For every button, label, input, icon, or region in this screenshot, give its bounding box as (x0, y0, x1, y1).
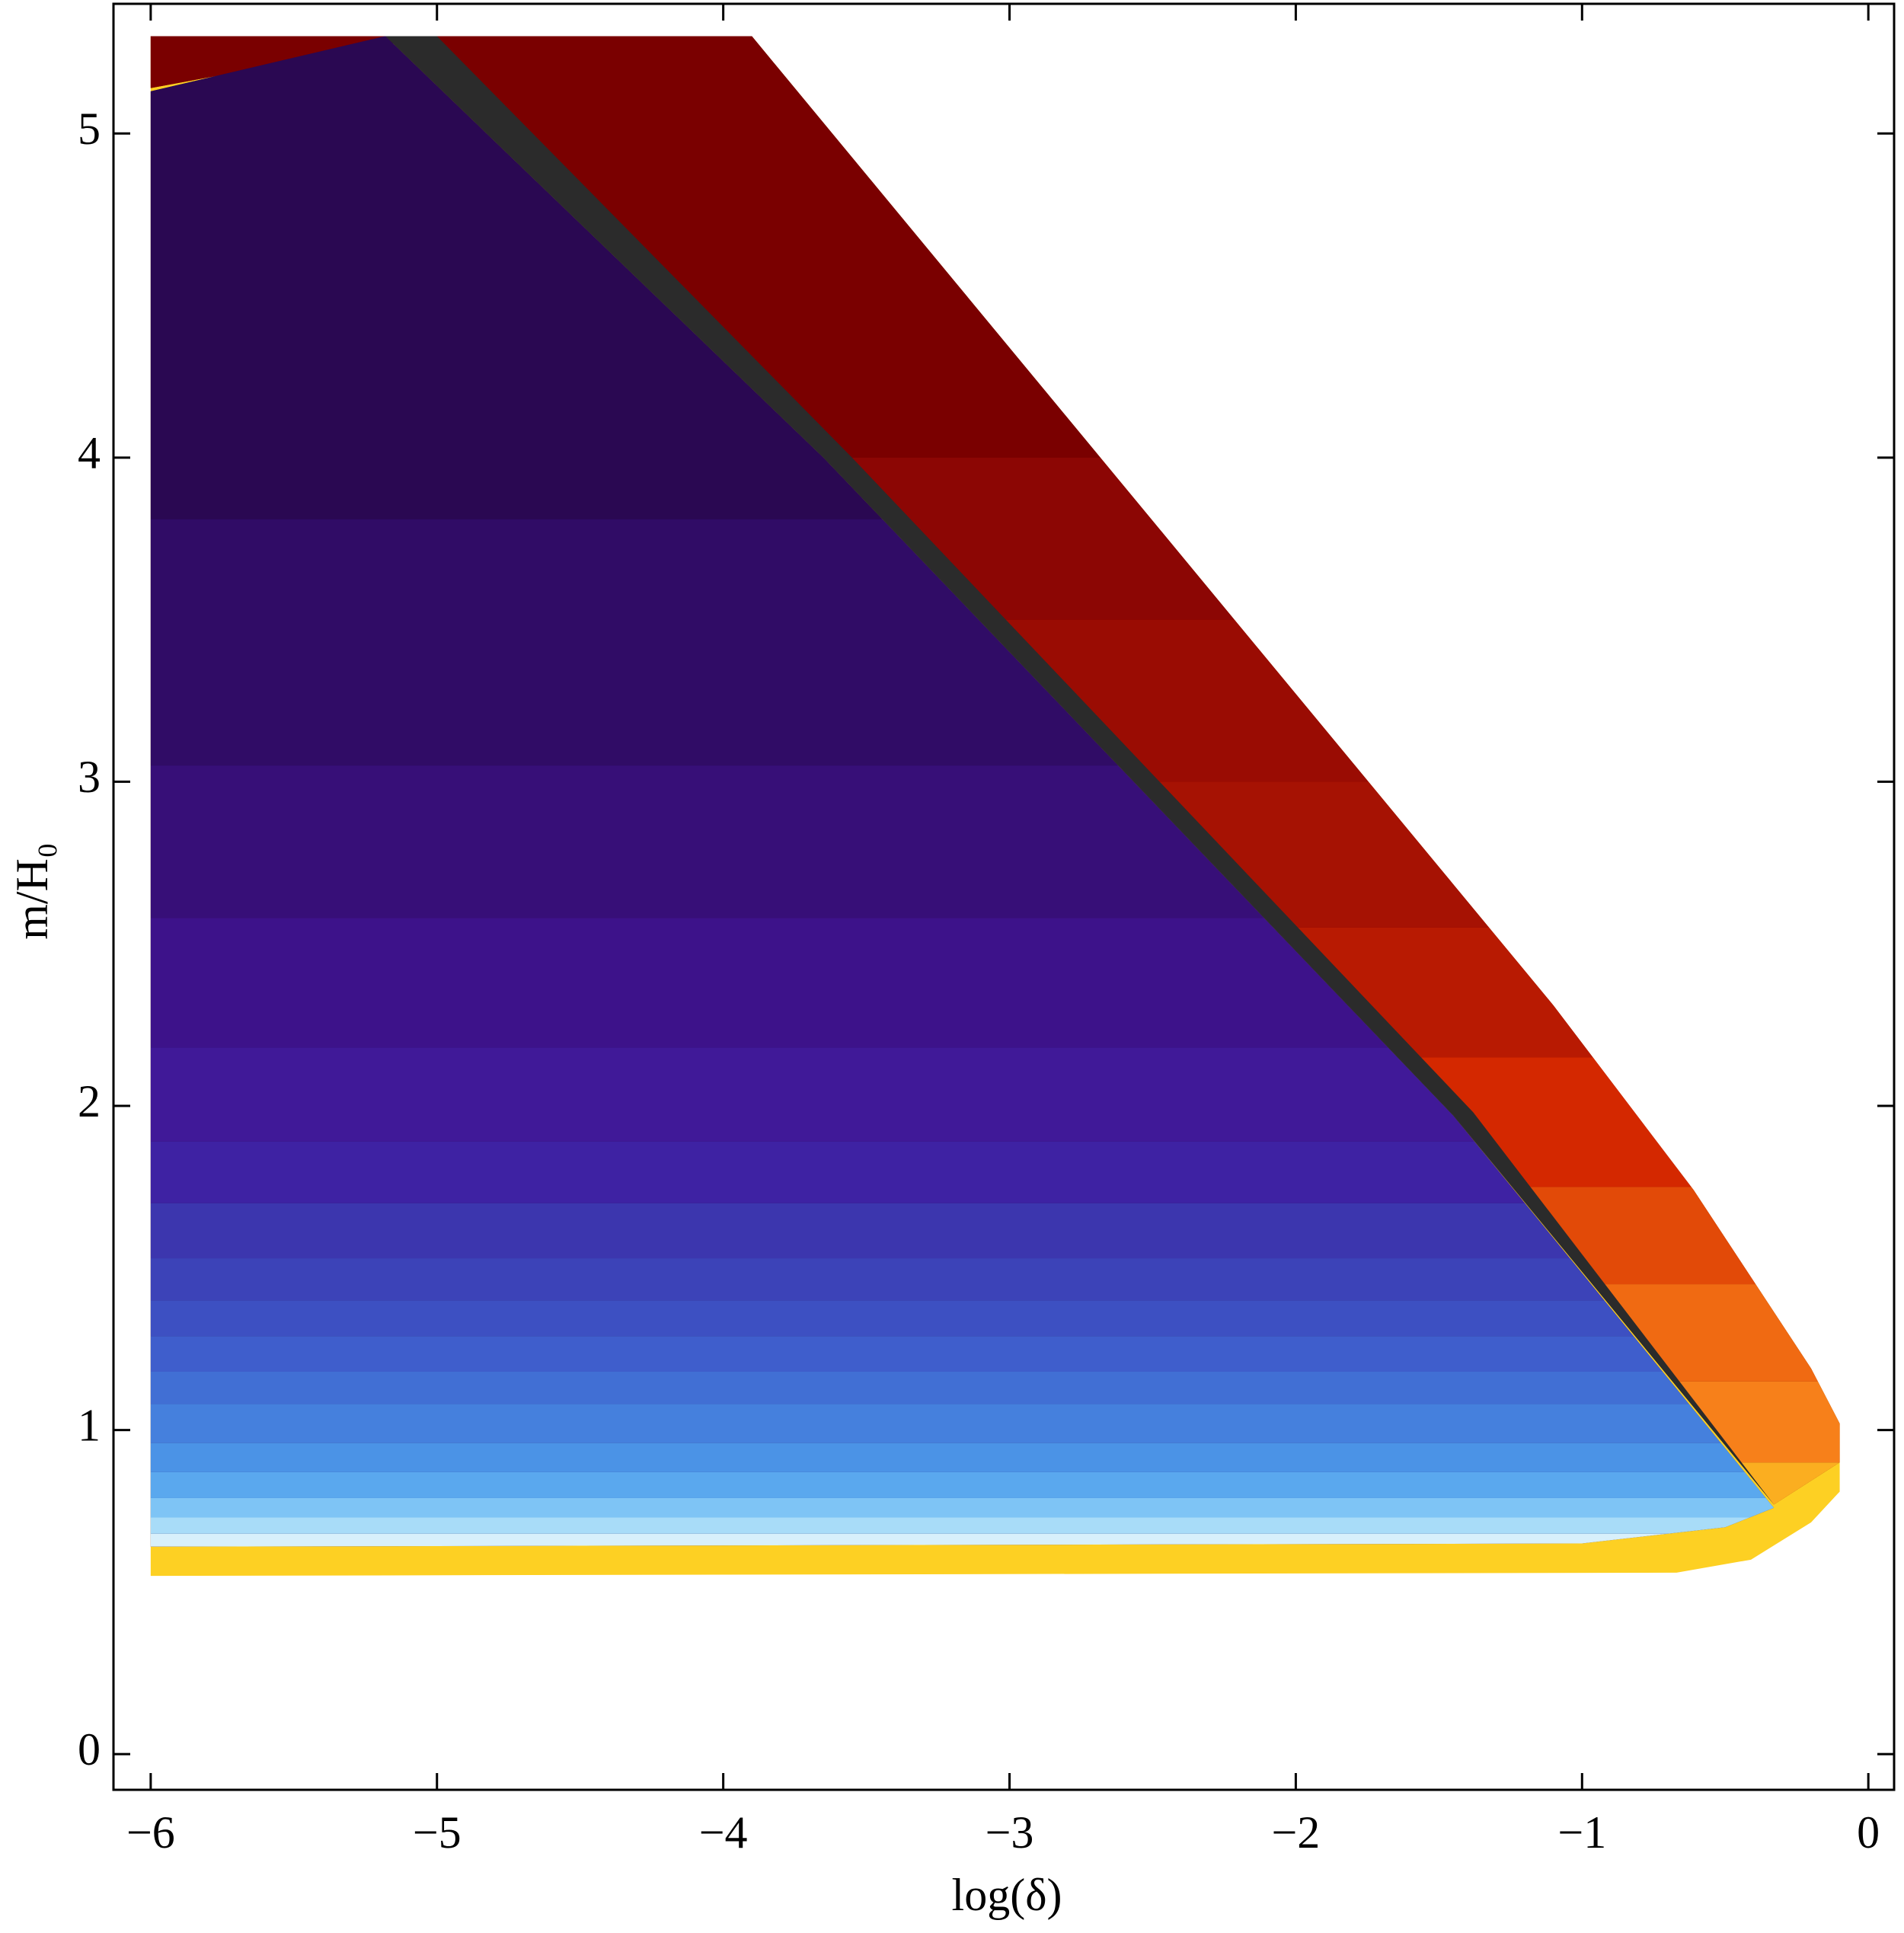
x-tick-label: −1 (1557, 1807, 1606, 1858)
contour-band (150, 1258, 1775, 1301)
y-tick-label: 1 (78, 1400, 101, 1450)
contour-band (150, 1517, 1775, 1534)
y-tick-label: 3 (78, 752, 101, 802)
x-tick-label: −6 (126, 1807, 175, 1858)
contour-band (150, 1533, 1775, 1547)
plot-frame (112, 2, 1896, 1791)
contour-band (150, 1203, 1775, 1259)
x-tick-label: −2 (1271, 1807, 1320, 1858)
contour-band (150, 1497, 1775, 1518)
y-tick-label: 0 (78, 1724, 101, 1775)
contour-band (150, 1336, 1775, 1372)
y-tick-label: 4 (78, 428, 101, 478)
y-axis-label: m/H₀ (7, 842, 57, 940)
contour-band (150, 1371, 1775, 1404)
contour-band (150, 765, 1775, 919)
x-tick-label: −5 (413, 1807, 462, 1858)
y-tick-label: 2 (78, 1076, 101, 1126)
contour-band (150, 1404, 1775, 1443)
y-tick-label: 5 (78, 104, 101, 154)
x-tick-label: −4 (699, 1807, 748, 1858)
contour-band (150, 1300, 1775, 1337)
contour-band (150, 1471, 1775, 1498)
contour-band (150, 1443, 1775, 1472)
contour-band (150, 918, 1775, 1048)
x-axis-label: log(δ) (952, 1870, 1062, 1920)
x-tick-label: −3 (986, 1807, 1034, 1858)
x-tick-label: 0 (1857, 1807, 1880, 1858)
